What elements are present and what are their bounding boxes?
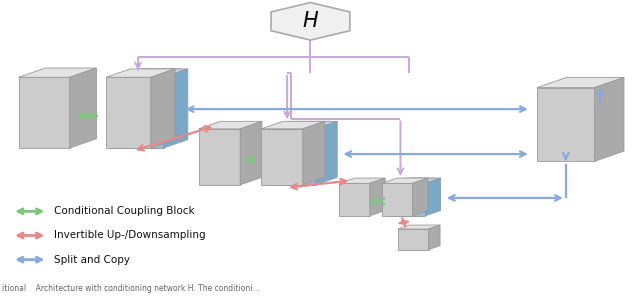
Text: Invertible Up-/Downsampling: Invertible Up-/Downsampling [54,231,205,240]
Polygon shape [537,78,624,88]
Polygon shape [303,121,324,185]
Polygon shape [339,183,370,216]
Polygon shape [198,129,240,185]
Polygon shape [271,3,350,40]
Polygon shape [398,225,440,229]
Polygon shape [595,78,624,161]
Text: $\mathit{H}$: $\mathit{H}$ [302,11,319,31]
Polygon shape [164,69,188,148]
Polygon shape [537,88,595,161]
Polygon shape [316,121,337,185]
Polygon shape [274,121,337,129]
Polygon shape [198,121,262,129]
Polygon shape [429,225,440,250]
Polygon shape [395,183,426,216]
Polygon shape [19,77,70,148]
Polygon shape [413,178,428,216]
Polygon shape [70,68,97,148]
Polygon shape [106,77,151,148]
Polygon shape [240,121,262,185]
Polygon shape [388,178,435,183]
Polygon shape [419,178,435,216]
Polygon shape [382,178,428,183]
Polygon shape [261,129,303,185]
Polygon shape [395,178,441,183]
Polygon shape [151,69,175,148]
Polygon shape [339,178,385,183]
Text: itional    Architecture with conditioning network H. The conditioni...: itional Architecture with conditioning n… [2,284,260,293]
Text: Split and Copy: Split and Copy [54,255,130,265]
Polygon shape [157,69,181,148]
Polygon shape [388,183,419,216]
Polygon shape [426,178,441,216]
Polygon shape [268,121,331,129]
Polygon shape [19,68,97,77]
Polygon shape [106,69,175,77]
Polygon shape [398,229,429,250]
Polygon shape [309,121,331,185]
Polygon shape [113,77,157,148]
Polygon shape [370,178,385,216]
Text: Conditional Coupling Block: Conditional Coupling Block [54,206,195,216]
Polygon shape [261,121,324,129]
Polygon shape [113,69,181,77]
Polygon shape [274,129,316,185]
Polygon shape [119,77,164,148]
Polygon shape [119,69,188,77]
Polygon shape [268,129,309,185]
Polygon shape [382,183,413,216]
